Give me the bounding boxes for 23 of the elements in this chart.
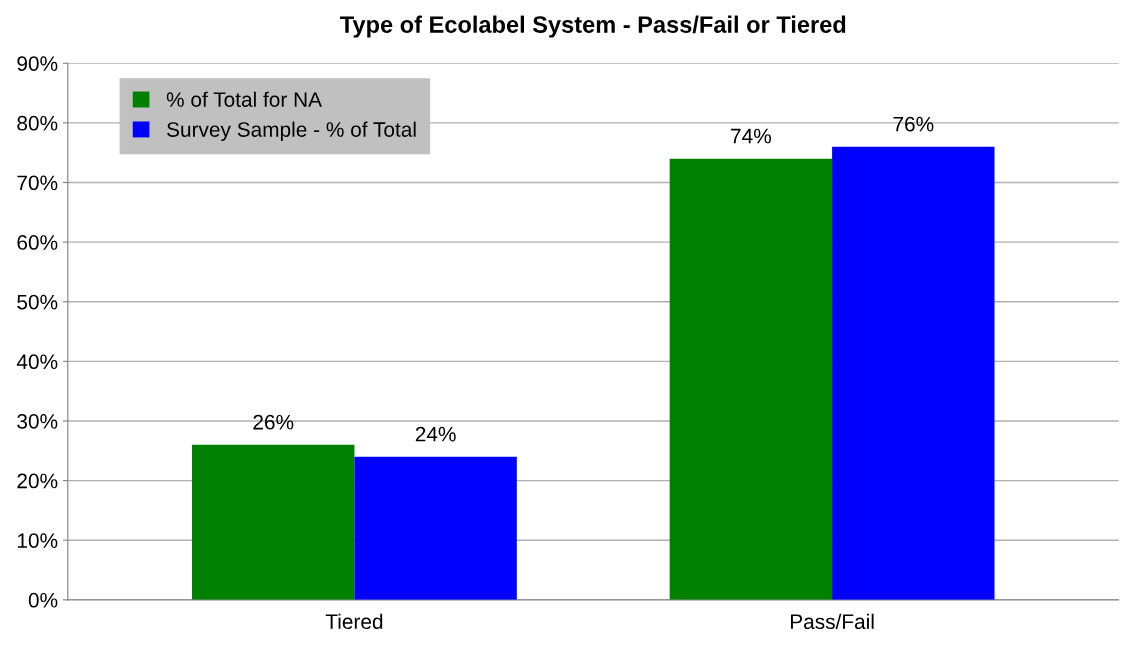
y-tick-label: 80% [17,115,58,131]
y-tick-label: 0% [28,592,58,608]
y-tick-label: 50% [17,294,58,310]
data-label: 74% [731,128,771,144]
data-label: 26% [253,414,294,430]
y-tick-label: 30% [17,413,58,429]
x-tick-label: Pass/Fail [790,613,874,630]
bar [354,456,517,600]
y-tick-label: 10% [17,533,58,548]
y-tick-label: 40% [16,354,58,370]
bar [192,444,355,600]
data-label: 76% [893,116,934,132]
x-tick-label: Tiered [325,613,383,630]
y-tick-label: 70% [17,175,58,191]
y-tick-label: 20% [17,473,58,489]
chart-title: Type of Ecolabel System - Pass/Fail or Tiered [340,15,846,38]
legend-label: Survey Sample - % of Total [167,121,416,142]
bar [669,158,833,600]
y-tick-label: 90% [17,56,58,71]
data-label: 24% [415,426,456,442]
y-tick-label: 60% [17,235,58,250]
bar [832,146,995,600]
legend-label: % of Total for NA [166,91,322,107]
